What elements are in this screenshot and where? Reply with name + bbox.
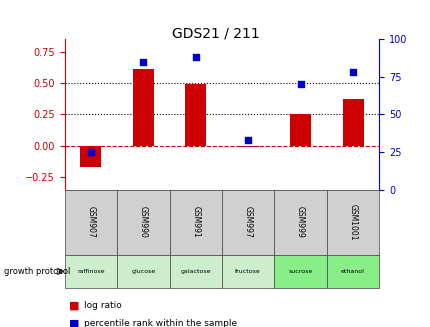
Text: GSM999: GSM999 (295, 206, 304, 238)
Point (87, 149, 94, 155)
Text: GSM907: GSM907 (86, 206, 95, 238)
Text: raffinose: raffinose (77, 269, 104, 274)
Text: GSM1001: GSM1001 (348, 204, 357, 241)
Bar (185, 84, 206, 146)
Text: galactose: galactose (180, 269, 211, 274)
Point (244, 137, 251, 143)
Text: glucose: glucose (131, 269, 155, 274)
Text: ethanol: ethanol (340, 269, 364, 274)
Point (297, 82, 304, 87)
Point (349, 70, 356, 75)
Text: ■: ■ (69, 301, 79, 311)
Text: log ratio: log ratio (84, 301, 122, 310)
Bar (237, 146, 258, 147)
Text: growth protocol: growth protocol (4, 267, 71, 276)
Bar (289, 114, 310, 146)
Bar (80, 146, 101, 167)
Text: GDS21 / 211: GDS21 / 211 (171, 26, 259, 40)
Text: fructose: fructose (235, 269, 261, 274)
Point (192, 55, 199, 60)
Text: sucrose: sucrose (288, 269, 312, 274)
Text: percentile rank within the sample: percentile rank within the sample (84, 319, 236, 327)
Text: GSM997: GSM997 (243, 206, 252, 238)
Bar (342, 99, 363, 146)
Point (140, 59, 147, 64)
Text: GSM991: GSM991 (191, 206, 200, 238)
Bar (132, 69, 154, 146)
Text: GSM990: GSM990 (138, 206, 147, 238)
Text: ■: ■ (69, 319, 79, 327)
